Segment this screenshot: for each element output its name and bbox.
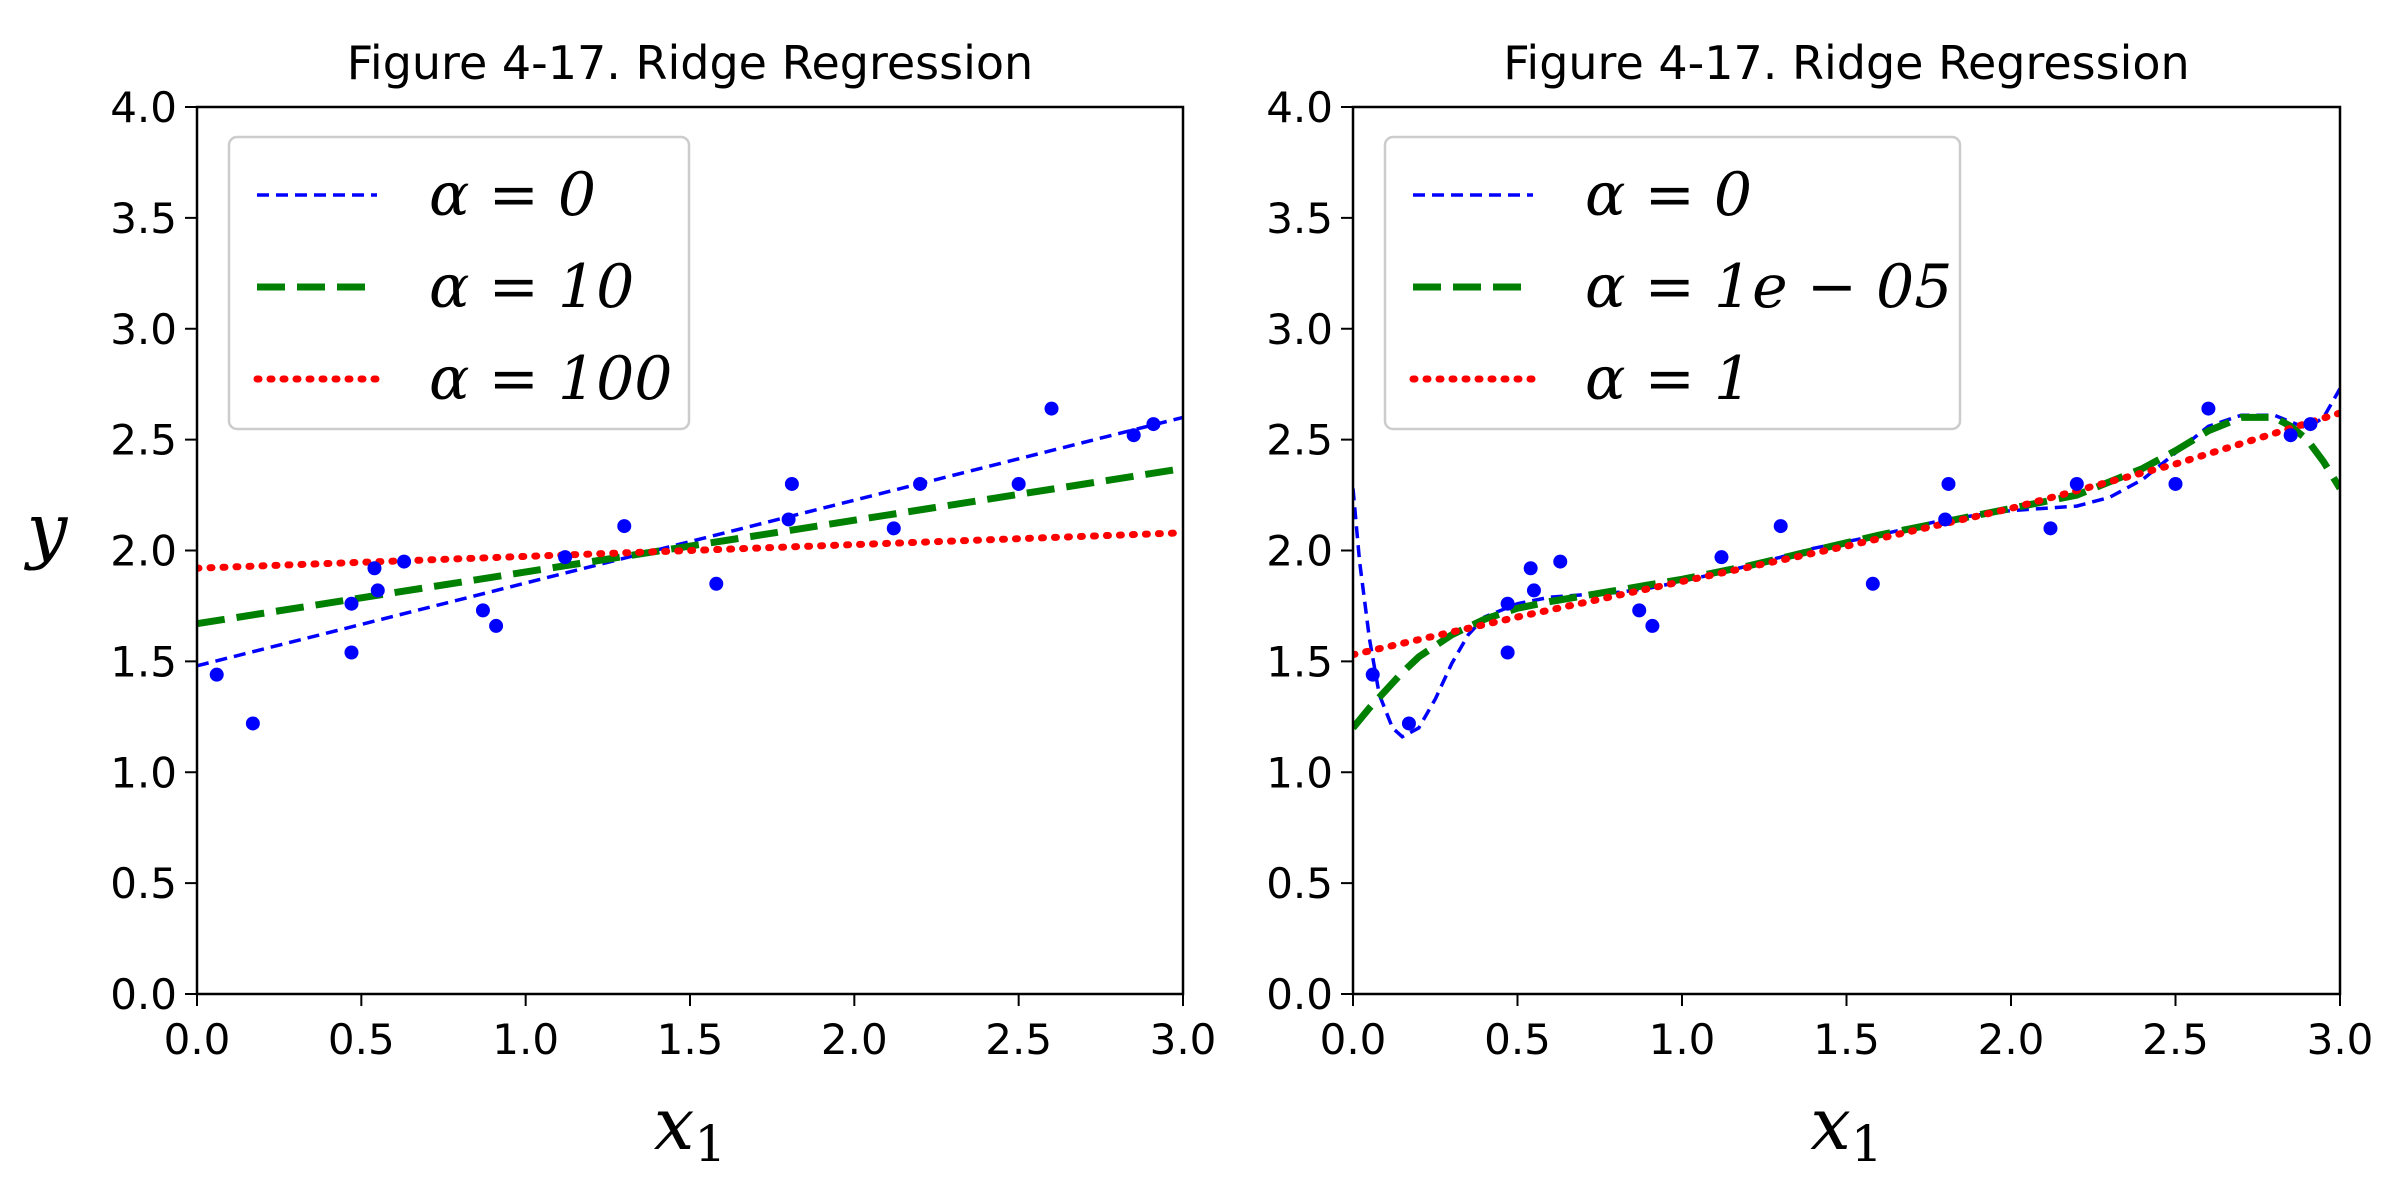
x-axis-label: x1 bbox=[654, 1082, 726, 1173]
y-tick-label: 2.0 bbox=[1266, 527, 1333, 576]
data-point bbox=[2303, 417, 2318, 432]
legend-box bbox=[1383, 135, 1962, 431]
legend-entry-label: α = 1 bbox=[1585, 344, 1752, 414]
data-point bbox=[2201, 401, 2216, 416]
data-point bbox=[1011, 476, 1026, 491]
x-axis-label-subscript: 1 bbox=[694, 1115, 726, 1173]
y-tick-label: 2.0 bbox=[110, 527, 177, 576]
data-point bbox=[2043, 521, 2058, 536]
data-point bbox=[784, 476, 799, 491]
x-tick-label: 0.0 bbox=[1320, 1015, 1387, 1064]
x-tick-label: 3.0 bbox=[1150, 1015, 1217, 1064]
y-tick-label: 0.0 bbox=[110, 970, 177, 1019]
y-tick-label: 3.5 bbox=[110, 194, 177, 243]
data-point bbox=[1500, 596, 1515, 611]
y-tick-label: 3.0 bbox=[110, 305, 177, 354]
y-tick-label: 1.5 bbox=[110, 637, 177, 686]
legend-box bbox=[227, 135, 691, 431]
data-point bbox=[344, 645, 359, 660]
legend: α = 0 α = 1e − 05 α = 1 bbox=[1383, 135, 1962, 431]
data-point bbox=[1044, 401, 1059, 416]
y-tick-label: 0.0 bbox=[1266, 970, 1333, 1019]
x-tick-label: 1.0 bbox=[492, 1015, 559, 1064]
y-axis-label: y bbox=[24, 488, 69, 572]
data-point bbox=[617, 519, 632, 534]
data-point bbox=[1714, 550, 1729, 565]
chart-panel-1: Figure 4-17. Ridge Regression 0.0 0.5 1.0 1.… bbox=[24, 36, 1217, 1173]
y-tick-label: 3.0 bbox=[1266, 305, 1333, 354]
legend-entry-label: α = 1e − 05 bbox=[1585, 252, 1952, 322]
data-point bbox=[1941, 476, 1956, 491]
data-point bbox=[1773, 519, 1788, 534]
x-tick-label: 1.0 bbox=[1649, 1015, 1716, 1064]
data-point bbox=[2168, 476, 2183, 491]
data-point bbox=[781, 512, 796, 527]
legend: α = 0 α = 10 α = 100 bbox=[227, 135, 691, 431]
y-tick-label: 1.0 bbox=[110, 748, 177, 797]
series-line-2 bbox=[1353, 413, 2340, 731]
data-point bbox=[370, 583, 385, 598]
data-point bbox=[1126, 428, 1141, 443]
data-point bbox=[1645, 618, 1660, 633]
data-point bbox=[558, 550, 573, 565]
legend-entry-label: α = 10 bbox=[429, 252, 634, 322]
data-point bbox=[1553, 554, 1568, 569]
y-tick-label: 2.5 bbox=[110, 416, 177, 465]
x-tick-label: 0.5 bbox=[328, 1015, 395, 1064]
data-point bbox=[367, 561, 382, 576]
y-tick-label: 3.5 bbox=[1266, 194, 1333, 243]
chart-title: Figure 4-17. Ridge Regression bbox=[347, 36, 1033, 90]
data-point bbox=[1365, 667, 1380, 682]
series-line-3 bbox=[1353, 409, 2340, 659]
y-tick-label: 4.0 bbox=[1266, 83, 1333, 132]
data-point bbox=[1938, 512, 1953, 527]
y-tick-label: 4.0 bbox=[110, 83, 177, 132]
x-axis-label-subscript: 1 bbox=[1851, 1115, 1883, 1173]
x-tick-label: 3.0 bbox=[2307, 1015, 2374, 1064]
data-point bbox=[2283, 428, 2298, 443]
axes-frame bbox=[1351, 105, 2342, 996]
x-tick-label: 2.5 bbox=[2142, 1015, 2209, 1064]
x-tick-label: 2.0 bbox=[1978, 1015, 2045, 1064]
data-point bbox=[489, 618, 504, 633]
data-point bbox=[245, 716, 260, 731]
x-tick-label: 0.5 bbox=[1484, 1015, 1551, 1064]
data-point bbox=[709, 576, 724, 591]
data-point bbox=[209, 667, 224, 682]
data-point bbox=[1500, 645, 1515, 660]
legend-entry-label: α = 100 bbox=[429, 344, 672, 414]
data-point bbox=[886, 521, 901, 536]
x-tick-label: 1.5 bbox=[1813, 1015, 1880, 1064]
x-tick-label: 2.0 bbox=[821, 1015, 888, 1064]
x-tick-label: 1.5 bbox=[657, 1015, 724, 1064]
y-tick-label: 0.5 bbox=[1266, 859, 1333, 908]
data-point bbox=[1526, 583, 1541, 598]
data-point bbox=[1401, 716, 1416, 731]
x-tick-label: 2.5 bbox=[985, 1015, 1052, 1064]
series-line-3 bbox=[197, 529, 1183, 572]
data-point bbox=[475, 603, 490, 618]
data-point bbox=[913, 476, 928, 491]
data-point bbox=[1146, 417, 1161, 432]
series-line-2 bbox=[197, 465, 1183, 628]
legend-entry-label: α = 0 bbox=[429, 160, 596, 230]
data-point bbox=[1632, 603, 1647, 618]
y-tick-label: 1.5 bbox=[1266, 637, 1333, 686]
x-tick-label: 0.0 bbox=[164, 1015, 231, 1064]
y-tick-label: 1.0 bbox=[1266, 748, 1333, 797]
axes-frame bbox=[195, 105, 1185, 996]
data-point bbox=[397, 554, 412, 569]
data-point bbox=[2069, 476, 2084, 491]
y-tick-label: 0.5 bbox=[110, 859, 177, 908]
chart-panel-2: Figure 4-17. Ridge Regression 0.0 0.5 1.0 1.… bbox=[1266, 36, 2373, 1173]
data-point bbox=[1523, 561, 1538, 576]
x-axis-label: x1 bbox=[1810, 1082, 1882, 1173]
legend-entry-label: α = 0 bbox=[1585, 160, 1752, 230]
chart-title: Figure 4-17. Ridge Regression bbox=[1503, 36, 2189, 90]
series-line-1 bbox=[197, 415, 1183, 668]
data-point bbox=[344, 596, 359, 611]
data-point bbox=[1865, 576, 1880, 591]
y-tick-label: 2.5 bbox=[1266, 416, 1333, 465]
